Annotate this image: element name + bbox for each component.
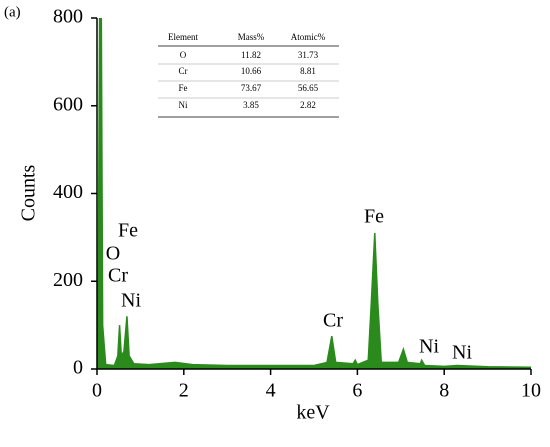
peak-label: O bbox=[106, 243, 120, 265]
table-cell: Fe bbox=[179, 83, 188, 93]
y-tick-label: 200 bbox=[53, 269, 83, 291]
y-tick-label: 600 bbox=[53, 93, 83, 115]
spectrum bbox=[97, 18, 531, 370]
table-cell: 3.85 bbox=[243, 100, 259, 110]
table-cell: O bbox=[180, 50, 187, 60]
peak-label: Ni bbox=[452, 342, 472, 364]
y-axis-label: Counts bbox=[18, 164, 40, 221]
x-tick-label: 6 bbox=[352, 380, 362, 402]
table-cell: 8.81 bbox=[300, 66, 316, 76]
x-tick-label: 0 bbox=[92, 380, 102, 402]
table-header: Element bbox=[168, 32, 198, 42]
x-tick-label: 8 bbox=[439, 380, 449, 402]
table-cell: 2.82 bbox=[300, 100, 316, 110]
y-tick-label: 400 bbox=[53, 181, 83, 203]
x-tick-label: 4 bbox=[266, 380, 276, 402]
peak-label: Cr bbox=[108, 265, 128, 287]
peak-label: Cr bbox=[323, 310, 343, 332]
table-cell: 11.82 bbox=[241, 50, 261, 60]
table-cell: Cr bbox=[179, 66, 188, 76]
y-tick-label: 0 bbox=[73, 357, 83, 379]
table-cell: 10.66 bbox=[241, 66, 262, 76]
peak-label: Ni bbox=[419, 336, 439, 358]
table-cell: 56.65 bbox=[298, 83, 319, 93]
x-tick-label: 10 bbox=[521, 380, 541, 402]
peak-label: Ni bbox=[121, 290, 141, 312]
table-box bbox=[158, 27, 339, 118]
panel-label: (a) bbox=[4, 4, 21, 20]
x-tick-label: 2 bbox=[179, 380, 189, 402]
table-cell: Ni bbox=[179, 100, 188, 110]
y-tick-label: 800 bbox=[53, 6, 83, 28]
x-axis-label: keV bbox=[296, 402, 330, 424]
table-cell: 31.73 bbox=[298, 50, 319, 60]
table-header: Mass% bbox=[238, 32, 265, 42]
table-cell: 73.67 bbox=[241, 83, 262, 93]
spectrum-line bbox=[97, 18, 531, 370]
table-header: Atomic% bbox=[291, 32, 326, 42]
peak-label: Fe bbox=[118, 220, 138, 242]
peak-label: Fe bbox=[364, 206, 384, 228]
